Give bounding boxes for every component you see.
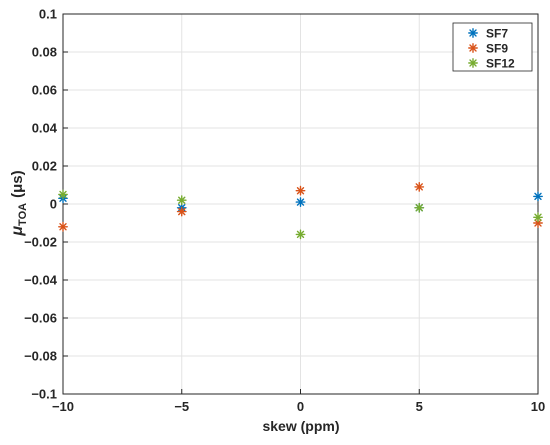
data-point: [176, 195, 187, 206]
series-sf9: [58, 181, 543, 232]
y-tick-label: −0.02: [24, 235, 57, 250]
y-tick-label: 0: [50, 197, 57, 212]
data-points: [58, 181, 543, 240]
legend-marker: [468, 28, 478, 38]
y-tick-label: −0.1: [31, 387, 57, 402]
data-point: [533, 212, 543, 223]
legend-box: [452, 22, 533, 72]
data-point: [295, 229, 306, 240]
data-point: [414, 181, 425, 192]
data-point: [58, 189, 68, 200]
y-axis-label-unit: (μs): [9, 170, 26, 198]
legend-marker: [468, 43, 478, 53]
data-point: [295, 197, 306, 208]
x-axis-ticks: −10 −5 0 5 10: [52, 389, 545, 414]
x-tick-label: 10: [531, 399, 545, 414]
legend-label: SF12: [486, 57, 515, 71]
y-axis-label-subscript: TOA: [17, 203, 29, 226]
legend-label: SF7: [486, 27, 508, 41]
x-axis-label: skew (ppm): [262, 418, 339, 434]
x-tick-label: −5: [174, 399, 189, 414]
legend-marker: [468, 58, 478, 68]
x-tick-label: 5: [416, 399, 423, 414]
data-point: [176, 206, 187, 217]
y-tick-label: 0.08: [32, 45, 57, 60]
y-tick-label: −0.08: [24, 349, 57, 364]
y-axis-ticks: −0.1 −0.08 −0.06 −0.04 −0.02 0 0.02 0.04 0.06 0.0…: [24, 7, 68, 402]
x-tick-label: 0: [297, 399, 304, 414]
y-tick-label: −0.06: [24, 311, 57, 326]
y-tick-label: 0.1: [39, 7, 57, 22]
data-point: [414, 202, 425, 213]
data-point: [295, 185, 306, 196]
y-tick-label: 0.02: [32, 159, 57, 174]
y-tick-label: −0.04: [24, 273, 58, 288]
data-point: [533, 191, 543, 202]
y-tick-label: 0.04: [32, 121, 58, 136]
x-tick-label: −10: [52, 399, 74, 414]
data-point: [58, 221, 68, 232]
y-tick-label: 0.06: [32, 83, 57, 98]
legend-label: SF9: [486, 42, 508, 56]
y-axis-label-symbol: μ: [9, 226, 26, 237]
series-sf12: [58, 189, 543, 240]
y-axis-label: μTOA (μs): [9, 170, 29, 236]
